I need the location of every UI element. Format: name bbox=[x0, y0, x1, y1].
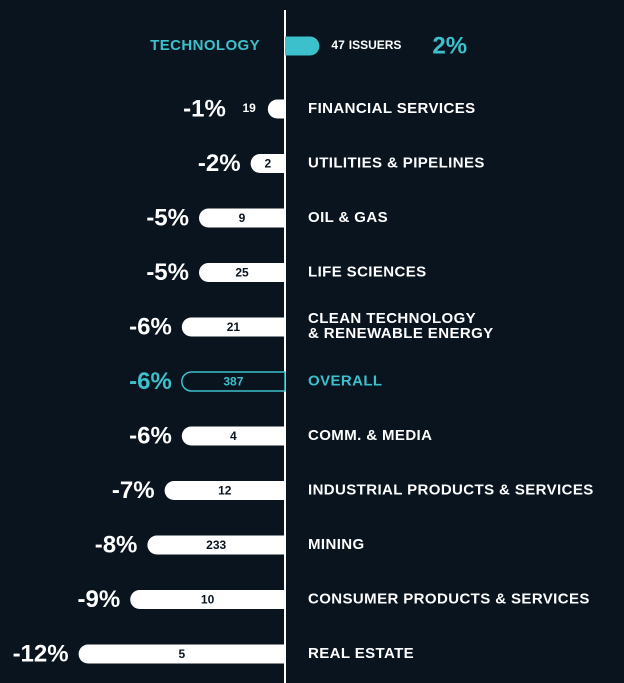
issuer-count: 387 bbox=[223, 375, 243, 389]
value-label: -12% bbox=[13, 640, 69, 667]
bar bbox=[78, 644, 285, 664]
value-label: -7% bbox=[112, 477, 155, 504]
issuer-count-unit: ISSUERS bbox=[349, 38, 402, 52]
issuer-count: 21 bbox=[227, 320, 241, 334]
bar bbox=[199, 263, 285, 282]
category-label: TECHNOLOGY bbox=[150, 37, 260, 54]
category-label: REAL ESTATE bbox=[308, 645, 414, 662]
category-label: COMM. & MEDIA bbox=[308, 427, 432, 444]
bar bbox=[285, 36, 320, 56]
issuer-count: 10 bbox=[201, 593, 215, 607]
issuer-count: 5 bbox=[178, 647, 185, 661]
bar bbox=[181, 426, 285, 446]
issuer-count: 4 bbox=[230, 429, 237, 443]
bar bbox=[130, 590, 285, 609]
issuer-count: 25 bbox=[235, 266, 249, 280]
bar bbox=[164, 481, 285, 500]
value-label: -2% bbox=[198, 150, 241, 177]
issuer-count-number: 47 bbox=[331, 38, 345, 52]
value-label: -9% bbox=[78, 586, 121, 613]
category-label: INDUSTRIAL PRODUCTS & SERVICES bbox=[308, 481, 594, 498]
category-label: MINING bbox=[308, 536, 365, 553]
category-label: OVERALL bbox=[308, 372, 382, 389]
bar bbox=[250, 154, 285, 173]
category-label: OIL & GAS bbox=[308, 209, 388, 226]
issuer-count: 12 bbox=[218, 484, 232, 498]
value-label: -6% bbox=[129, 422, 172, 449]
issuer-count: 2 bbox=[264, 157, 271, 171]
issuer-count: 233 bbox=[206, 538, 226, 552]
value-label: -6% bbox=[129, 313, 172, 340]
value-label: -6% bbox=[129, 368, 172, 395]
value-label: -5% bbox=[146, 204, 189, 231]
bar bbox=[181, 371, 286, 392]
bar bbox=[199, 208, 285, 228]
bar bbox=[181, 317, 285, 337]
bar bbox=[267, 99, 285, 119]
category-label: UTILITIES & PIPELINES bbox=[308, 154, 485, 171]
category-label: CLEAN TECHNOLOGY bbox=[308, 310, 476, 327]
category-label: LIFE SCIENCES bbox=[308, 263, 427, 280]
value-label: 2% bbox=[432, 32, 467, 59]
bar bbox=[147, 535, 285, 555]
category-label: & RENEWABLE ENERGY bbox=[308, 325, 494, 342]
value-label: -8% bbox=[95, 531, 138, 558]
category-label: FINANCIAL SERVICES bbox=[308, 100, 476, 117]
issuer-count: 19 bbox=[242, 101, 256, 115]
issuer-count: 47 ISSUERS bbox=[331, 38, 401, 52]
value-label: -1% bbox=[183, 95, 226, 122]
issuer-count: 9 bbox=[239, 211, 246, 225]
value-label: -5% bbox=[146, 259, 189, 286]
category-label: CONSUMER PRODUCTS & SERVICES bbox=[308, 590, 590, 607]
